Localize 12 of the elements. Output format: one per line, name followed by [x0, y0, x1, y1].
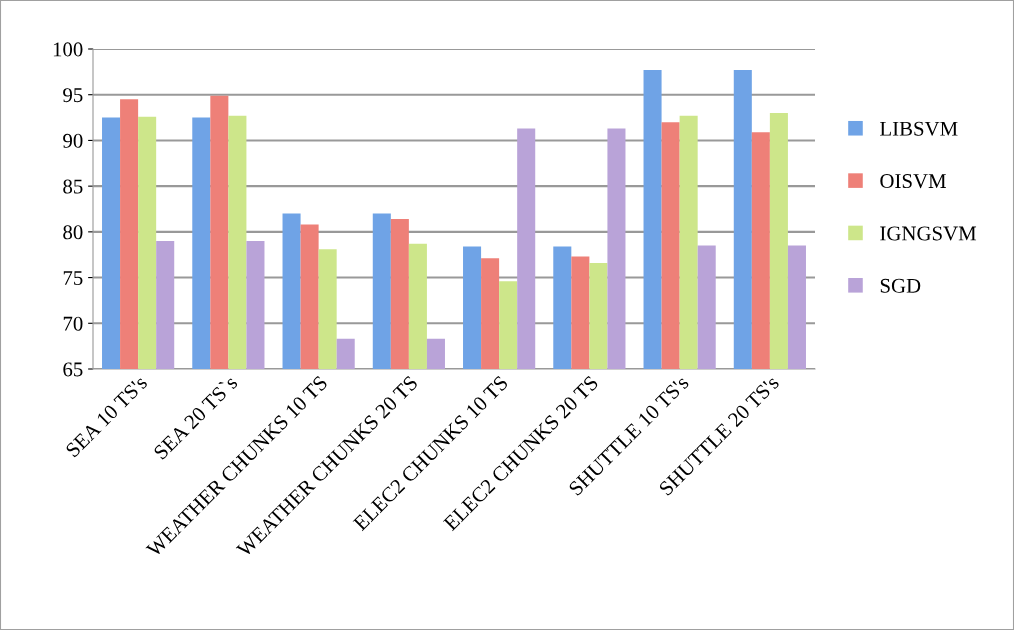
y-tick-label: 80	[63, 225, 83, 240]
legend-label: IGNGSVM	[880, 226, 977, 241]
legend-label: LIBSVM	[880, 121, 958, 136]
legend-label: SGD	[880, 278, 921, 293]
y-tick-label: 70	[63, 316, 83, 331]
legend-label: OISVM	[880, 174, 946, 189]
y-tick-label: 100	[53, 42, 83, 57]
y-tick-label: 75	[63, 271, 83, 285]
y-tick-label: 65	[63, 362, 83, 377]
y-tick-label: 90	[63, 133, 83, 148]
y-tick-label: 85	[63, 179, 83, 194]
y-tick-label: 95	[63, 88, 83, 103]
